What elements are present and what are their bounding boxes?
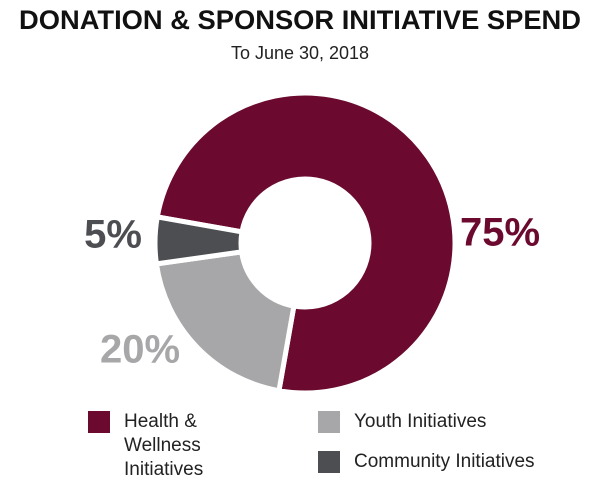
legend-item: Youth Initiatives [318, 410, 538, 434]
chart-subtitle: To June 30, 2018 [231, 43, 369, 63]
legend-swatch [318, 411, 340, 433]
value-label: 75% [460, 211, 540, 255]
legend-label: Youth Initiatives [354, 411, 487, 432]
value-label: 5% [84, 213, 142, 257]
donut-segment [152, 214, 245, 267]
legend-item: Community Initiatives [318, 450, 558, 474]
donut-segment [154, 90, 458, 396]
legend-swatch [318, 451, 340, 473]
chart-title: DONATION & SPONSOR INITIATIVE SPEND [19, 5, 581, 35]
donut-segment [153, 249, 297, 394]
value-label: 20% [100, 328, 180, 372]
legend-label: Health & Wellness Initiatives [124, 411, 204, 480]
legend-swatch [88, 411, 110, 433]
legend-item: Health & Wellness Initiatives [88, 410, 278, 480]
legend-label: Community Initiatives [354, 451, 535, 472]
